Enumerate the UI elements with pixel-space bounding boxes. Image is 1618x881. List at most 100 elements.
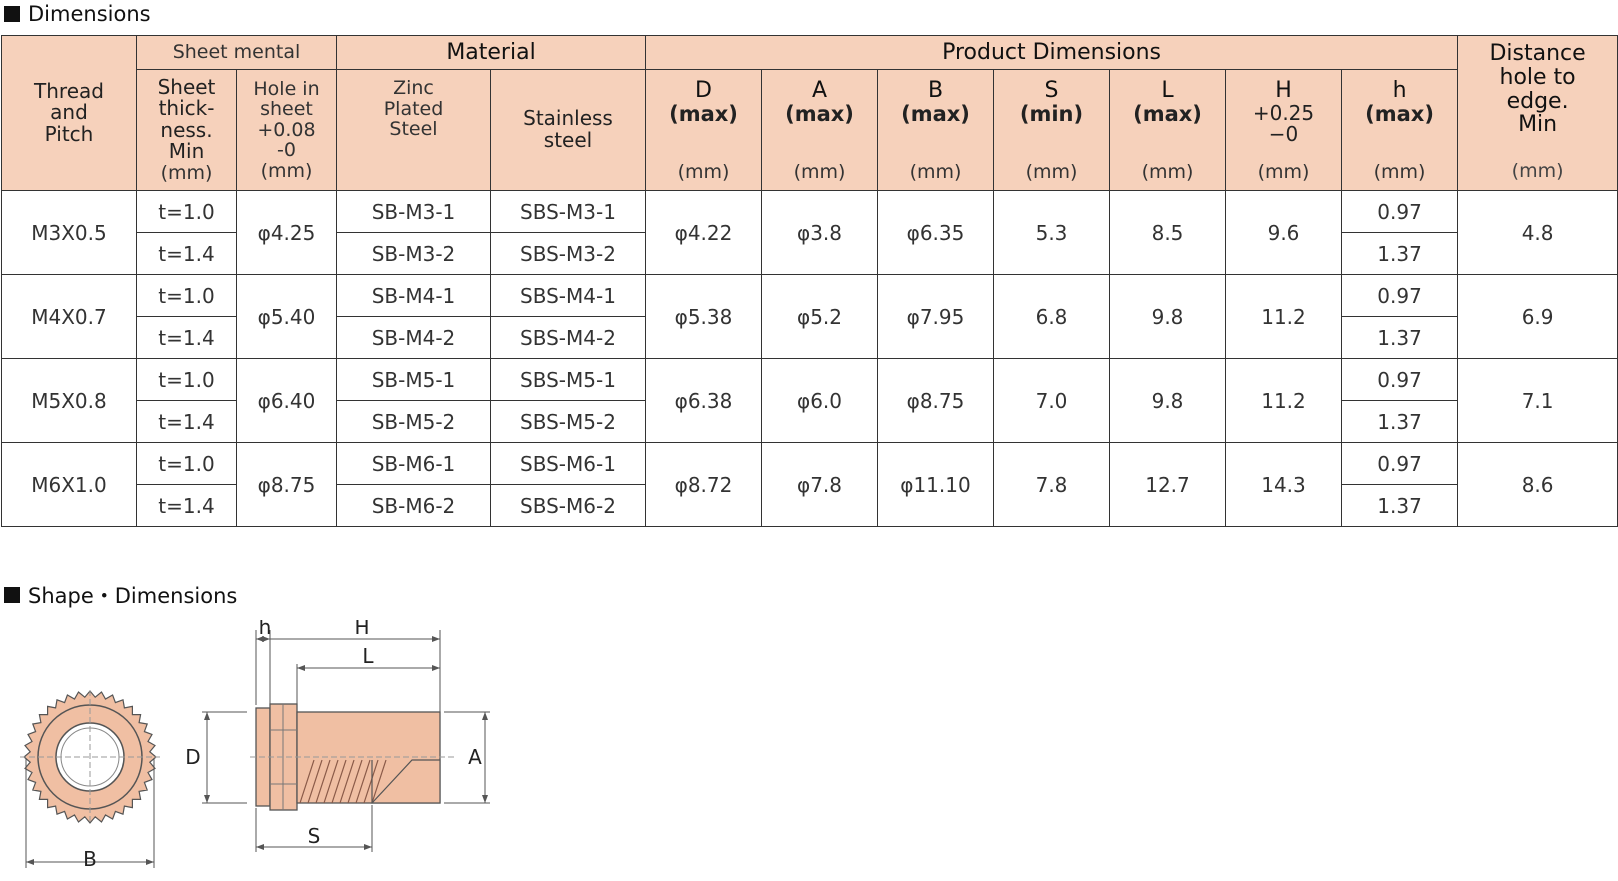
side-view: h H L D A S [185,620,490,852]
thread-pitch-header: Thread and Pitch [1,35,137,191]
H-cell: 11.2 [1225,358,1342,443]
H-cell: 14.3 [1225,442,1342,527]
h-header: h (max) (mm) [1340,69,1459,191]
thickness-cell: t=1.0 [136,358,237,401]
D-cell: φ6.38 [645,358,762,443]
dim-label-L: L [362,644,374,668]
A-cell: φ7.8 [761,442,878,527]
product-dimensions-group-header: Product Dimensions [644,35,1459,70]
zinc-part-cell: SB-M5-1 [336,358,491,401]
table-row: t=1.4 SB-M4-2 SBS-M4-2 1.37 [2,316,1618,359]
B-cell: φ11.10 [877,442,994,527]
D-cell: φ8.72 [645,442,762,527]
B-header: B (max) (mm) [877,69,994,191]
h-cell: 0.97 [1340,358,1459,401]
stainless-part-cell: SBS-M4-2 [490,316,646,359]
table-row: M3X0.5 t=1.0 φ4.25 SB-M3-1 SBS-M3-1 φ4.22 φ3.8… [1,190,1618,275]
B-cell: φ6.35 [877,190,994,275]
h-cell: 1.37 [1340,316,1459,359]
B-cell: φ8.75 [877,358,994,443]
thread-cell: M3X0.5 [1,190,137,275]
front-view: B [20,690,160,871]
L-header: L (max) (mm) [1109,69,1226,191]
thickness-cell: t=1.4 [136,232,237,275]
h-cell: 1.37 [1340,232,1459,275]
h-cell: 0.97 [1340,190,1459,233]
table-row: t=1.4 SB-M6-2 SBS-M6-2 1.37 [2,484,1618,527]
sheet-group-header: Sheet mental [136,35,337,70]
material-group-header: Material [336,35,646,70]
A-cell: φ3.8 [761,190,878,275]
dim-label-D: D [185,745,200,769]
thickness-cell: t=1.4 [136,484,237,527]
thread-cell: M6X1.0 [1,442,137,527]
A-cell: φ5.2 [761,274,878,359]
hole-diameter-cell: φ5.40 [236,274,337,359]
L-cell: 9.8 [1109,274,1226,359]
dim-label-H: H [354,620,369,639]
zinc-part-cell: SB-M5-2 [336,400,491,443]
distance-cell: 8.6 [1457,442,1618,527]
S-cell: 6.8 [993,274,1110,359]
dimensions-title-text: Dimensions [28,2,151,26]
h-cell: 0.97 [1340,442,1459,485]
distance-cell: 4.8 [1457,190,1618,275]
stainless-part-cell: SBS-M5-1 [490,358,646,401]
A-cell: φ6.0 [761,358,878,443]
A-header: A (max) (mm) [761,69,878,191]
h-cell: 1.37 [1340,400,1459,443]
thread-cell: M5X0.8 [1,358,137,443]
stainless-part-cell: SBS-M4-1 [490,274,646,317]
S-header: S (min) (mm) [993,69,1110,191]
stainless-part-cell: SBS-M3-2 [490,232,646,275]
square-bullet-icon [4,6,20,22]
shape-title-text: Shape・Dimensions [28,584,238,608]
thickness-cell: t=1.0 [136,442,237,485]
stainless-header: Stainless steel [490,69,646,191]
zinc-plated-header: Zinc Plated Steel [336,69,491,191]
H-header: H +0.25 −0 (mm) [1225,69,1342,191]
D-header: D (max) (mm) [645,69,762,191]
dim-label-B: B [83,847,97,871]
dim-label-h: h [259,620,272,639]
dimensions-table: Thread and Pitch Sheet mental Material Pro… [1,35,1618,527]
hole-diameter-cell: φ4.25 [236,190,337,275]
table-row: M6X1.0 t=1.0 φ8.75 SB-M6-1 SBS-M6-1 φ8.72 φ7.8… [1,442,1618,527]
distance-cell: 6.9 [1457,274,1618,359]
L-cell: 8.5 [1109,190,1226,275]
D-cell: φ4.22 [645,190,762,275]
dim-label-S: S [308,824,321,848]
hole-diameter-cell: φ8.75 [236,442,337,527]
L-cell: 12.7 [1109,442,1226,527]
h-cell: 0.97 [1340,274,1459,317]
L-cell: 9.8 [1109,358,1226,443]
table-row: t=1.4 SB-M3-2 SBS-M3-2 1.37 [2,232,1618,275]
zinc-part-cell: SB-M4-1 [336,274,491,317]
stainless-part-cell: SBS-M5-2 [490,400,646,443]
stainless-part-cell: SBS-M6-2 [490,484,646,527]
shape-dimensions-drawing: B h H L D A [20,620,490,871]
square-bullet-icon [4,587,20,603]
table-row: M4X0.7 t=1.0 φ5.40 SB-M4-1 SBS-M4-1 φ5.38 φ5.2… [1,274,1618,359]
zinc-part-cell: SB-M3-2 [336,232,491,275]
thread-cell: M4X0.7 [1,274,137,359]
h-cell: 1.37 [1340,484,1459,527]
sheet-thickness-header: Sheet thick-ness. Min (mm) [136,69,237,191]
thickness-cell: t=1.4 [136,400,237,443]
S-cell: 7.8 [993,442,1110,527]
zinc-part-cell: SB-M3-1 [336,190,491,233]
zinc-part-cell: SB-M4-2 [336,316,491,359]
thickness-cell: t=1.4 [136,316,237,359]
zinc-part-cell: SB-M6-2 [336,484,491,527]
S-cell: 5.3 [993,190,1110,275]
thickness-cell: t=1.0 [136,274,237,317]
hole-in-sheet-header: Hole in sheet +0.08 -0 (mm) [236,69,337,191]
hole-diameter-cell: φ6.40 [236,358,337,443]
dim-label-A: A [468,745,482,769]
stainless-part-cell: SBS-M6-1 [490,442,646,485]
H-cell: 11.2 [1225,274,1342,359]
D-cell: φ5.38 [645,274,762,359]
zinc-part-cell: SB-M6-1 [336,442,491,485]
distance-header: Distance hole to edge. Min (mm) [1457,35,1618,191]
thickness-cell: t=1.0 [136,190,237,233]
